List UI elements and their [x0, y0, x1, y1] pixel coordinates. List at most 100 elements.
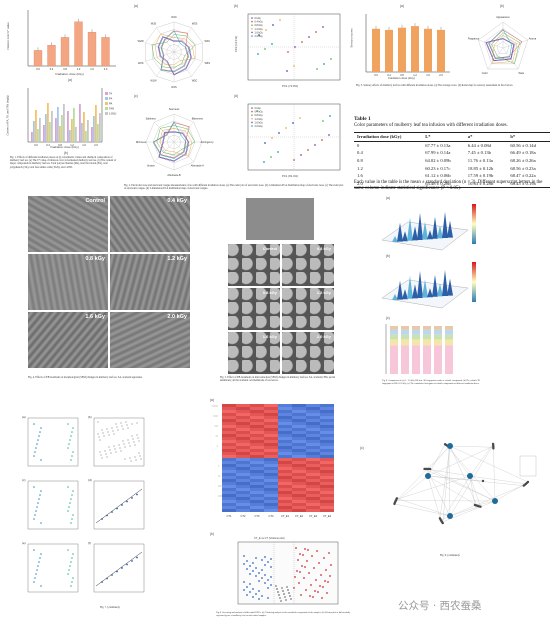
fig1-bar	[33, 50, 43, 67]
fig8-volcano-point	[279, 597, 281, 599]
fig9-edge	[395, 445, 451, 502]
figure-6: (a) (b) (c) Fig. 6. Comparison of (a) 0 …	[372, 196, 482, 392]
fig8-volcano-point	[326, 592, 328, 594]
pca-point	[299, 117, 301, 119]
fig8-heat-cell	[292, 494, 306, 497]
fig8-heat-cell	[222, 482, 236, 485]
fig6-stack-segment	[445, 326, 453, 330]
etongue-radar-axis-label: Aftertaste-B	[167, 174, 181, 177]
fig6-stack-segment	[423, 334, 431, 340]
fig5-sem-image: 2.0 kGy	[282, 332, 334, 374]
sensory-radar-spoke	[502, 39, 528, 49]
etongue-radar-series	[156, 125, 196, 156]
fig6-peak	[392, 294, 398, 300]
fig8-volcano-point	[285, 599, 287, 601]
fig8-heat-cell	[320, 404, 334, 407]
pca-point	[294, 46, 296, 48]
pca-point	[286, 70, 288, 72]
fig8-volcano-point	[258, 598, 260, 600]
fig3-tick-label: 0.8	[400, 73, 404, 77]
fig8-volcano-point	[301, 565, 303, 567]
fig8-heat-cell	[278, 416, 292, 419]
fig8-heat-cell	[292, 503, 306, 506]
fig8-heat-cell	[236, 455, 250, 458]
fig9-edge	[469, 475, 526, 485]
enose-radar-axis-label: W1C	[171, 16, 177, 19]
fig7-point	[40, 585, 42, 587]
fig8-heat-cell	[278, 485, 292, 488]
sensory-radar-axis-label: Fragrance	[468, 37, 480, 40]
enose-radar-axis-label: W1S	[171, 86, 177, 89]
fig6-stack-segment	[390, 329, 398, 335]
fig8-heat-cell	[222, 491, 236, 494]
fig7-point	[35, 510, 37, 512]
fig6-stack-segment	[412, 329, 420, 335]
fig8-heat-cell	[250, 506, 264, 509]
fig8-heat-cell	[320, 476, 334, 479]
fig8-heat-cell	[264, 467, 278, 470]
fig7-point	[106, 514, 108, 517]
fig8-volcano-point	[283, 593, 285, 595]
table-1-cell: 0	[357, 142, 360, 148]
pca-legend-label: 0.8 kGy	[255, 114, 264, 117]
fig5-sem-label: 2.0 kGy	[316, 334, 331, 339]
fig8-heat-cell	[292, 479, 306, 482]
fig8-volcano-point	[328, 552, 330, 554]
fig8-heat-cell	[306, 458, 320, 461]
fig8-heat-cell	[250, 494, 264, 497]
fig7-point	[134, 456, 136, 458]
fig8-heat-cell	[292, 431, 306, 434]
fig8-volcano-point	[264, 564, 266, 566]
fig7-point	[67, 549, 69, 551]
pca-point	[272, 24, 274, 26]
fig1-bar	[87, 32, 97, 67]
fig7-point	[138, 452, 140, 454]
fig8-volcano-point	[246, 568, 248, 570]
pca-point	[314, 144, 316, 146]
fig8-heat-cell	[264, 509, 278, 512]
enose-radar-spoke	[173, 27, 192, 53]
fig1-group-bar	[83, 112, 85, 142]
fig8-heat-cell	[222, 509, 236, 512]
fig8-heat-cell	[250, 431, 264, 434]
fig8-heat-cell	[278, 446, 292, 449]
fig8-heat-cell	[320, 506, 334, 509]
fig8-heat-cell	[306, 443, 320, 446]
etongue-radar-axis-label: Richness	[136, 141, 147, 144]
pca-point	[307, 149, 309, 151]
table-1-cell: 2.0	[354, 179, 423, 189]
fig6-peak	[407, 217, 413, 241]
fig3-bar	[398, 27, 406, 72]
fig8-heat-cell	[278, 488, 292, 491]
fig7-point	[110, 452, 112, 454]
fig8-heat-cell	[292, 449, 306, 452]
fig8-heat-cell	[222, 485, 236, 488]
fig7-point	[113, 433, 115, 435]
fig7-point	[121, 425, 123, 427]
fig9-edge	[427, 444, 446, 477]
pca-legend-label: 0.4 kGy	[255, 21, 264, 24]
fig8-heat-cell	[250, 491, 264, 494]
fig7-panel: (a)	[22, 415, 79, 467]
fig8-heat-cell	[292, 443, 306, 446]
fig8-volcano-point	[308, 572, 310, 574]
fig8-heat-cell	[292, 491, 306, 494]
fig7-point	[99, 451, 101, 453]
fig7-point	[124, 446, 126, 448]
fig8-heat-cell	[278, 482, 292, 485]
fig8-volcano-point	[252, 562, 254, 564]
fig7-point	[121, 567, 123, 569]
fig8-heat-cell	[306, 422, 320, 425]
fig2-pca2-xlabel: PC1 (81.4%)	[282, 174, 299, 178]
fig8-heat-cell	[222, 488, 236, 491]
fig7-point	[67, 423, 69, 425]
fig8-heat-cell	[250, 461, 264, 464]
enose-radar-series	[157, 36, 192, 76]
fig8-volcano-point	[249, 583, 251, 585]
fig1-group-bar	[75, 127, 77, 142]
fig8-volcano-point	[261, 595, 263, 597]
pca-point	[323, 63, 325, 65]
fig7-point	[131, 497, 133, 499]
fig1-group-tick: 1.2	[70, 143, 74, 147]
